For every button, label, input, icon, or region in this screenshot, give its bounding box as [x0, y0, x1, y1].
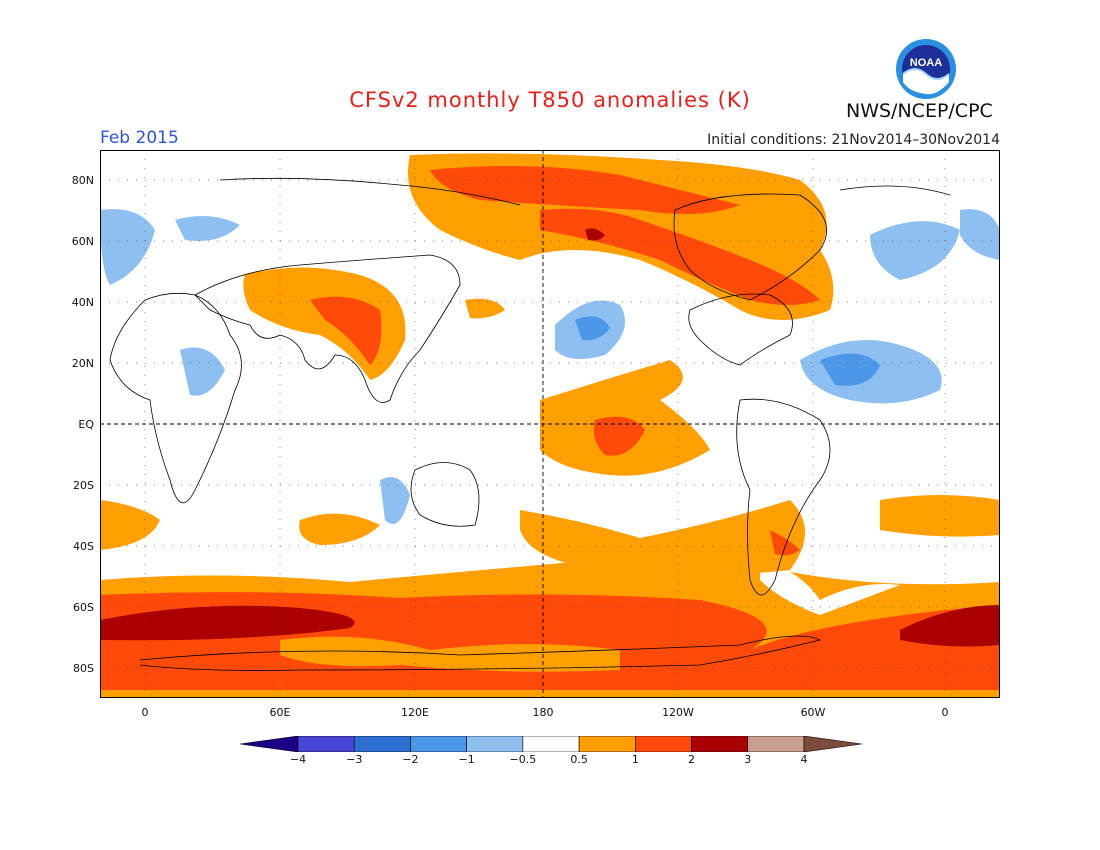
colorbar-label: 0.5 [570, 753, 588, 766]
anomaly-region-s-indian [299, 513, 380, 545]
colorbar-label: −4 [289, 753, 307, 766]
lat-label-20n: 20N [71, 357, 94, 370]
colorbar-extend-high [803, 736, 862, 752]
graticule [100, 150, 1000, 698]
lat-label-60s: 60S [73, 601, 94, 614]
lon-label-60w: 60W [800, 706, 826, 719]
anomaly-region-n-america-red [540, 208, 820, 305]
lat-label-40n: 40N [71, 296, 94, 309]
lat-label-eq: EQ [78, 418, 94, 431]
lat-label-60n: 60N [71, 235, 94, 248]
anomaly-region-neg-europe [100, 209, 155, 285]
colorbar-label: −1 [458, 753, 475, 766]
lon-label-0-west: 0 [141, 706, 149, 719]
anomaly-region-s-samerica [770, 530, 800, 556]
anomaly-region-s-pacific [520, 500, 805, 575]
anomaly-region-south-darkred-west [100, 605, 355, 641]
lat-label-80s: 80S [73, 662, 94, 675]
colorbar-extend-low [240, 736, 299, 752]
colorbar-label: −0.5 [509, 753, 537, 766]
month-label: Feb 2015 [100, 128, 179, 148]
colorbar-label: −3 [346, 753, 363, 766]
colorbar-segment [635, 736, 692, 752]
anomaly-region-neg-greenland [870, 221, 960, 280]
anomaly-region-n-pacific-small [465, 298, 505, 319]
anomaly-region-south-gap [760, 560, 900, 615]
anomaly-region-darkred-spot [585, 228, 605, 241]
colorbar-segment [522, 736, 580, 752]
colorbar-segment [691, 736, 749, 752]
anomaly-region-s-atlantic [100, 500, 160, 550]
colorbar-segment [578, 736, 636, 752]
agency-label: NWS/NCEP/CPC [846, 100, 993, 122]
colorbar-segment [297, 736, 355, 752]
map-frame [100, 150, 1000, 698]
anomaly-region-neg-africa [180, 347, 225, 396]
anomaly-region-neg-n-pacific-core [575, 316, 610, 341]
anomaly-map [100, 150, 1000, 698]
anomaly-region-s-atl-east [880, 495, 1000, 537]
colorbar-segment [410, 736, 467, 752]
anomaly-region-tropical-core [593, 416, 645, 456]
anomaly-region-neg-siberia [175, 216, 240, 241]
lon-label-60e: 60E [269, 706, 291, 719]
noaa-logo: NOAA [896, 39, 956, 99]
colorbar-label: −2 [402, 753, 419, 766]
colorbar-segment [747, 736, 805, 752]
colorbar-label: 1 [631, 753, 639, 766]
colorbar [240, 736, 862, 752]
anomaly-region-asia-red [310, 296, 382, 365]
lon-label-120e: 120E [401, 706, 429, 719]
anomaly-region-arctic-red [430, 166, 740, 214]
lon-label-180: 180 [532, 706, 554, 719]
anomaly-region-neg-n-europe-east [960, 209, 1000, 260]
initial-conditions-label: Initial conditions: 21Nov2014–30Nov2014 [707, 132, 1000, 148]
lat-label-20s: 20S [73, 479, 94, 492]
colorbar-segment [353, 736, 411, 752]
lat-label-40s: 40S [73, 540, 94, 553]
anomaly-region-neg-n-atlantic-core [820, 353, 880, 386]
colorbar-segment [466, 736, 524, 752]
logo-text: NOAA [910, 57, 942, 69]
coastlines [109, 177, 951, 671]
lon-label-120w: 120W [662, 706, 694, 719]
anomaly-region-neg-australia [380, 477, 410, 525]
lon-label-0-east: 0 [941, 706, 949, 719]
colorbar-label: 4 [800, 753, 808, 766]
chart-title: CFSv2 monthly T850 anomalies (K) [349, 88, 751, 112]
anomaly-region-south-darkred-east [900, 605, 1000, 647]
lat-label-80n: 80N [71, 174, 94, 187]
colorbar-label: 3 [744, 753, 752, 766]
colorbar-label: 2 [688, 753, 696, 766]
